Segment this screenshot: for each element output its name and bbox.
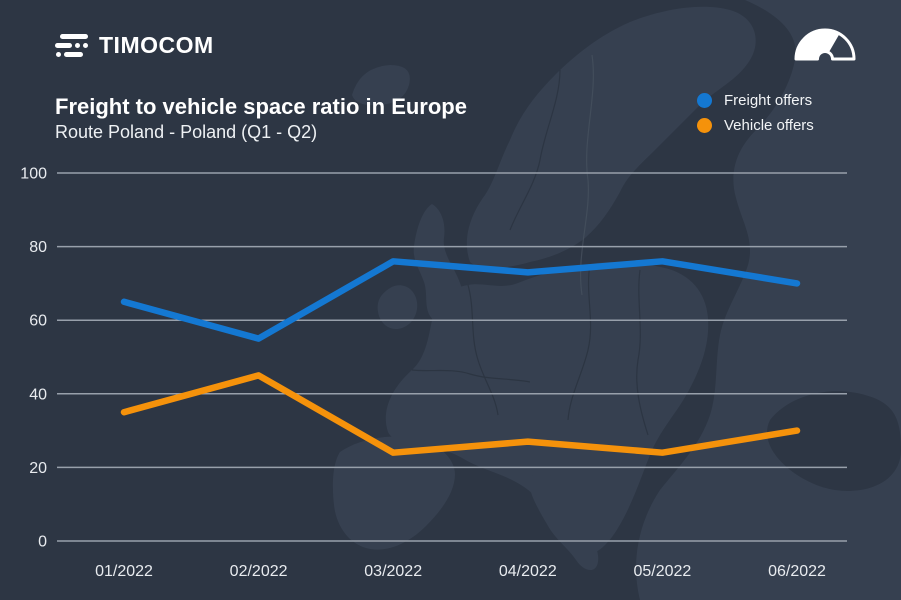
x-tick-label: 01/2022 (95, 563, 153, 580)
x-tick-label: 02/2022 (230, 563, 288, 580)
freight-offers-dot-icon (697, 93, 712, 108)
y-tick-label: 100 (20, 166, 47, 183)
x-tick-label: 06/2022 (768, 563, 826, 580)
y-tick-label: 40 (29, 386, 47, 403)
title-block: Freight to vehicle space ratio in Europe… (55, 94, 467, 144)
freight-offers-label: Freight offers (724, 92, 813, 109)
vehicle-offers-label: Vehicle offers (724, 117, 814, 134)
series-line-freight-offers (120, 258, 801, 342)
y-tick-label: 0 (38, 534, 47, 551)
legend-item-freight-offers: Freight offers (697, 92, 814, 109)
x-tick-label: 04/2022 (499, 563, 557, 580)
chart-legend: Freight offers Vehicle offers (697, 92, 814, 134)
timocom-logo: TIMOCOM (55, 32, 214, 59)
x-tick-label: 05/2022 (633, 563, 691, 580)
chart-title: Freight to vehicle space ratio in Europe (55, 94, 467, 119)
y-tick-label: 20 (29, 460, 47, 477)
timocom-logo-icon (55, 34, 89, 57)
y-tick-label: 60 (29, 313, 47, 330)
timocom-logo-text: TIMOCOM (99, 32, 214, 58)
series-line-vehicle-offers (120, 372, 801, 456)
vehicle-offers-dot-icon (697, 118, 712, 133)
gauge-icon (794, 28, 856, 61)
legend-item-vehicle-offers: Vehicle offers (697, 117, 814, 134)
y-tick-label: 80 (29, 239, 47, 256)
chart-subtitle: Route Poland - Poland (Q1 - Q2) (55, 122, 318, 143)
x-tick-label: 03/2022 (364, 563, 422, 580)
